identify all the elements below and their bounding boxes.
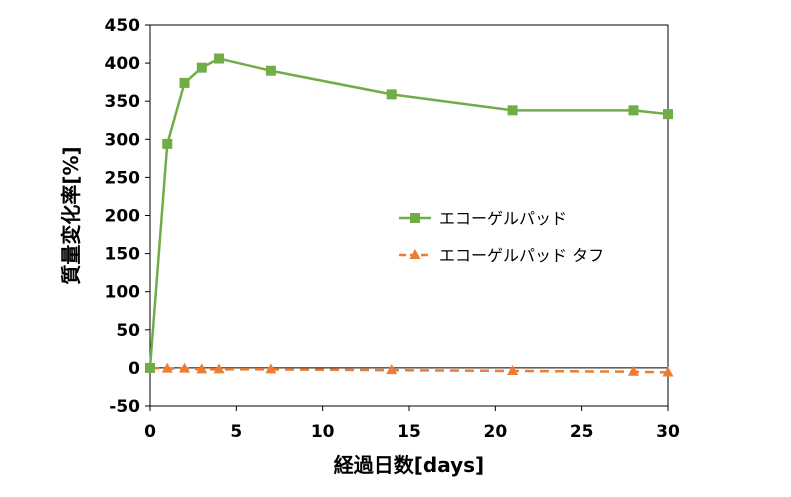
y-tick-label: -50 xyxy=(109,397,140,417)
y-tick-label: 250 xyxy=(105,168,141,188)
y-axis-ticks: -50 0 50 100 150 200 250 300 350 400 450 xyxy=(105,16,150,417)
series-line xyxy=(149,366,669,374)
data-point xyxy=(196,62,207,73)
y-axis-title: 質量変化率[%] xyxy=(59,146,83,284)
y-tick-label: 200 xyxy=(105,207,141,227)
data-point xyxy=(507,364,519,375)
series-layer xyxy=(144,53,674,377)
y-tick-label: 350 xyxy=(105,92,141,112)
x-tick-label: 5 xyxy=(230,422,242,442)
y-tick-label: 400 xyxy=(105,54,141,74)
y-tick-label: 50 xyxy=(116,321,140,341)
y-tick-label: 450 xyxy=(105,16,141,36)
data-point xyxy=(214,53,225,64)
x-axis-title: 経過日数[days] xyxy=(334,453,484,477)
data-point xyxy=(265,65,276,76)
y-tick-label: 0 xyxy=(128,359,140,379)
x-tick-label: 15 xyxy=(397,422,421,442)
y-tick-label: 150 xyxy=(105,245,141,265)
legend-label: エコーゲルパッド xyxy=(439,209,567,228)
data-point xyxy=(196,363,208,374)
data-point xyxy=(265,363,277,374)
data-point xyxy=(161,362,173,373)
legend-item: エコーゲルパッド タフ xyxy=(399,246,604,265)
data-point xyxy=(162,138,173,149)
data-point xyxy=(628,105,639,116)
x-tick-label: 20 xyxy=(483,422,507,442)
data-point xyxy=(145,362,155,373)
data-point xyxy=(627,365,639,376)
x-tick-label: 10 xyxy=(311,422,335,442)
legend-square-marker xyxy=(410,213,420,223)
data-point xyxy=(213,363,225,374)
x-tick-label: 25 xyxy=(570,422,594,442)
y-tick-label: 300 xyxy=(105,130,141,150)
data-point xyxy=(663,109,673,120)
data-point xyxy=(386,89,397,100)
data-point xyxy=(662,366,674,377)
x-tick-label: 30 xyxy=(656,422,680,442)
data-point xyxy=(179,77,190,88)
legend-label: エコーゲルパッド タフ xyxy=(439,246,604,265)
data-point xyxy=(179,362,191,373)
x-tick-label: 0 xyxy=(144,422,156,442)
legend-triangle-marker xyxy=(409,249,421,259)
data-point xyxy=(386,364,398,375)
x-axis-ticks: 0 5 10 15 20 25 30 xyxy=(144,406,680,442)
data-point xyxy=(507,105,518,116)
y-tick-label: 100 xyxy=(105,283,141,303)
series-1 xyxy=(145,53,673,373)
legend-item: エコーゲルパッド xyxy=(399,209,567,228)
plot-area xyxy=(149,24,669,407)
series-line xyxy=(148,57,669,368)
